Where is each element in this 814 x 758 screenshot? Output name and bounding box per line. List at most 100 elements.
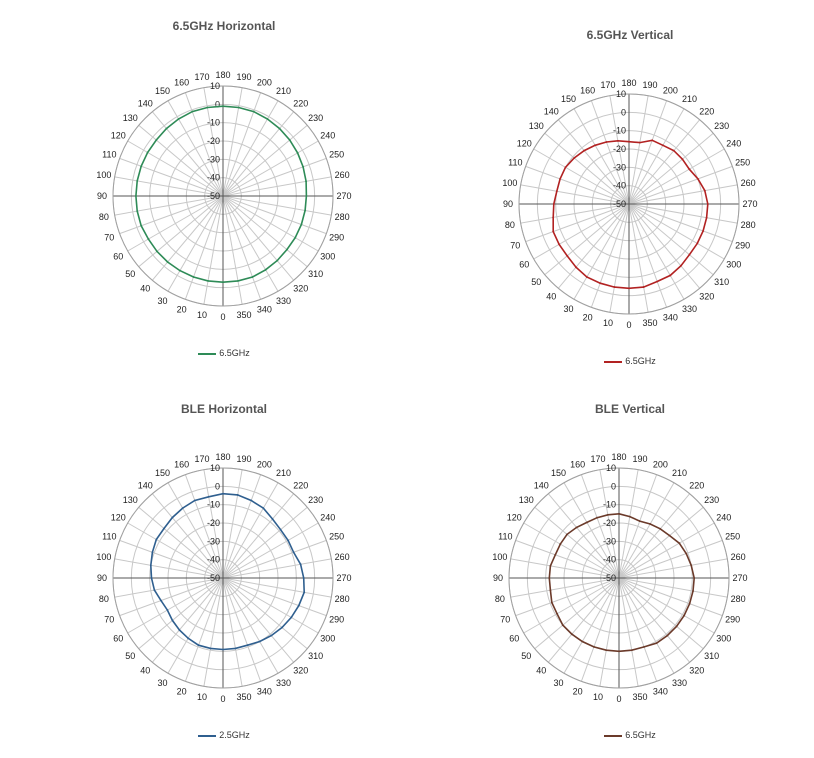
angle-tick-label: 290: [329, 614, 344, 624]
series-points: [135, 105, 308, 284]
angle-tick-label: 160: [174, 77, 189, 87]
grid-spoke: [628, 108, 685, 205]
angle-tick-label: 40: [546, 292, 556, 302]
angle-tick-label: 80: [99, 212, 109, 222]
grid-spoke: [628, 100, 668, 205]
data-point: [299, 563, 302, 566]
series-points: [149, 492, 306, 651]
data-point: [688, 253, 691, 256]
angle-tick-label: 340: [257, 687, 272, 697]
angle-tick-label: 180: [215, 452, 230, 462]
grid-spoke: [628, 148, 725, 205]
angle-tick-label: 50: [125, 269, 135, 279]
data-point: [606, 513, 609, 516]
data-point: [149, 564, 152, 567]
data-point: [151, 551, 154, 554]
data-point: [596, 516, 598, 519]
radial-tick-label: -40: [603, 555, 616, 565]
data-point: [258, 640, 261, 643]
data-point: [549, 589, 552, 591]
angle-tick-label: 280: [335, 594, 350, 604]
legend: 6.5GHz: [0, 348, 448, 358]
grid-spoke: [151, 111, 224, 197]
grid-spoke: [618, 577, 658, 682]
radial-tick-label: -30: [207, 154, 220, 164]
grid-spoke: [618, 469, 639, 579]
data-point: [303, 591, 306, 594]
angle-tick-label: 10: [603, 318, 613, 328]
angle-tick-label: 170: [600, 80, 615, 90]
angle-tick-label: 30: [157, 678, 167, 688]
grid-spoke: [222, 111, 295, 197]
angle-tick-label: 10: [593, 692, 603, 702]
data-point: [187, 637, 190, 640]
angle-tick-label: 330: [276, 678, 291, 688]
grid-spoke: [222, 92, 262, 197]
grid-spoke: [222, 482, 279, 579]
data-point: [136, 179, 139, 182]
data-point: [191, 110, 194, 113]
data-point: [181, 507, 184, 510]
grid-spoke: [222, 474, 262, 579]
grid-spoke: [520, 184, 630, 205]
angle-tick-label: 270: [336, 573, 351, 583]
data-point: [296, 152, 299, 154]
polar-grid: [112, 467, 334, 689]
angle-tick-label: 240: [320, 513, 335, 523]
data-point: [171, 516, 174, 519]
angle-tick-label: 40: [140, 284, 150, 294]
angle-tick-label: 230: [714, 121, 729, 131]
grid-spoke: [222, 176, 332, 197]
angle-tick-label: 110: [498, 532, 512, 542]
radial-tick-label: 10: [606, 463, 616, 473]
angle-tick-label: 290: [329, 232, 344, 242]
data-point: [618, 650, 620, 653]
data-point: [234, 647, 237, 650]
data-point: [705, 216, 708, 219]
data-point: [251, 276, 254, 278]
angle-tick-label: 120: [507, 513, 522, 523]
data-point: [290, 616, 293, 619]
angle-tick-label: 140: [534, 480, 549, 490]
grid-spoke: [203, 577, 224, 687]
grid-spoke: [510, 558, 620, 579]
data-point: [662, 144, 664, 147]
data-point: [575, 266, 577, 269]
grid-spoke: [222, 577, 327, 617]
angle-tick-label: 200: [257, 77, 272, 87]
angle-tick-label: 20: [177, 305, 187, 315]
angle-tick-label: 330: [672, 678, 687, 688]
angle-tick-label: 350: [236, 310, 251, 320]
grid-spoke: [557, 119, 630, 205]
data-point: [237, 106, 240, 109]
grid-spoke: [523, 522, 620, 579]
outer-ring: [518, 93, 740, 315]
grid-spoke: [151, 493, 224, 579]
outer-ring: [112, 467, 334, 689]
angle-tick-label: 140: [544, 106, 559, 116]
grid-spoke: [618, 474, 658, 579]
grid-spoke: [127, 140, 224, 197]
angle-tick-label: 170: [590, 454, 605, 464]
grid-spoke: [167, 195, 224, 292]
data-point: [672, 149, 675, 152]
angle-tick-label: 190: [236, 72, 251, 82]
angle-tick-label: 0: [220, 312, 225, 322]
grid-spoke: [127, 195, 224, 252]
angle-tick-label: 180: [621, 78, 636, 88]
legend-label: 2.5GHz: [219, 730, 250, 740]
angle-tick-label: 270: [732, 573, 747, 583]
grid-spoke: [114, 577, 224, 598]
grid-spoke: [151, 195, 224, 281]
data-point: [287, 539, 289, 542]
grid-spoke: [544, 203, 630, 276]
grid-spoke: [580, 474, 620, 579]
angle-tick-label: 50: [531, 277, 541, 287]
data-point: [150, 577, 153, 579]
data-point: [552, 216, 555, 219]
data-point: [146, 151, 149, 154]
data-point: [613, 286, 616, 288]
data-point: [566, 533, 568, 536]
radial-tick-label: -20: [613, 144, 626, 154]
